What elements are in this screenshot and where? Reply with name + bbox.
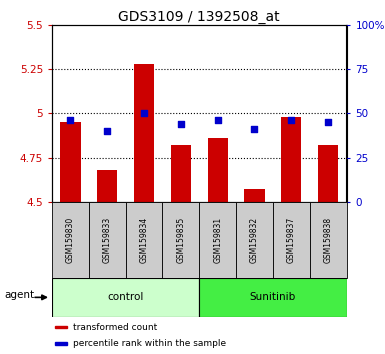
Bar — [208, 138, 228, 202]
Point — [178, 121, 184, 127]
Bar — [97, 170, 117, 202]
Point — [67, 118, 74, 123]
Text: GSM159838: GSM159838 — [323, 217, 333, 263]
Bar — [134, 64, 154, 202]
Point — [214, 118, 221, 123]
Text: GSM159837: GSM159837 — [287, 217, 296, 263]
Bar — [171, 145, 191, 202]
Bar — [60, 122, 80, 202]
Bar — [281, 117, 301, 202]
Text: GSM159835: GSM159835 — [176, 217, 185, 263]
Title: GDS3109 / 1392508_at: GDS3109 / 1392508_at — [119, 10, 280, 24]
Bar — [244, 189, 264, 202]
Bar — [310, 202, 346, 278]
Point — [325, 119, 331, 125]
Text: GSM159830: GSM159830 — [66, 217, 75, 263]
Bar — [55, 342, 67, 345]
Bar — [55, 326, 67, 329]
Bar — [199, 278, 346, 317]
Bar — [52, 278, 199, 317]
Bar — [126, 202, 162, 278]
Bar — [236, 202, 273, 278]
Text: GSM159832: GSM159832 — [250, 217, 259, 263]
Text: GSM159831: GSM159831 — [213, 217, 222, 263]
Bar — [162, 202, 199, 278]
Text: agent: agent — [4, 290, 34, 301]
Text: GSM159834: GSM159834 — [139, 217, 149, 263]
Bar — [318, 145, 338, 202]
Bar — [273, 202, 310, 278]
Point — [288, 118, 295, 123]
Point — [104, 128, 110, 134]
Text: control: control — [107, 292, 144, 302]
Text: transformed count: transformed count — [73, 323, 157, 332]
Point — [141, 110, 147, 116]
Bar — [199, 202, 236, 278]
Text: percentile rank within the sample: percentile rank within the sample — [73, 339, 226, 348]
Bar — [52, 202, 89, 278]
Point — [251, 126, 258, 132]
Text: Sunitinib: Sunitinib — [250, 292, 296, 302]
Text: GSM159833: GSM159833 — [103, 217, 112, 263]
Bar — [89, 202, 126, 278]
